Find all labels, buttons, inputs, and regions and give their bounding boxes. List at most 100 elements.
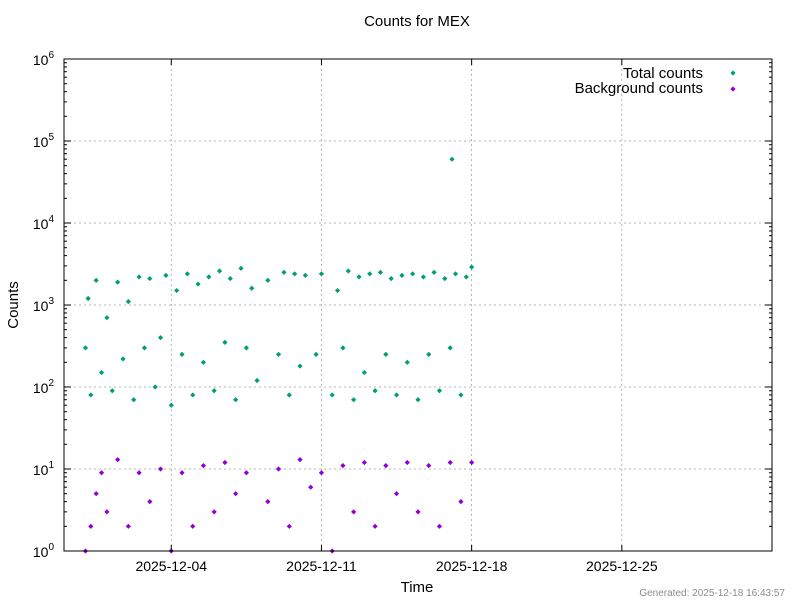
- generated-timestamp: Generated: 2025-12-18 16:43:57: [639, 588, 785, 599]
- data-point: [393, 491, 400, 497]
- data-point: [361, 369, 367, 376]
- data-point: [233, 397, 239, 403]
- data-point: [163, 272, 169, 278]
- data-point: [318, 470, 325, 476]
- data-point: [152, 384, 158, 390]
- y-tick-exponent: 6: [48, 50, 54, 61]
- x-axis-label: Time: [401, 579, 434, 596]
- data-point: [157, 466, 164, 472]
- data-point: [88, 392, 94, 398]
- y-tick-label: 105: [33, 132, 55, 150]
- data-point: [431, 269, 437, 275]
- data-point: [179, 351, 185, 357]
- y-tick-exponent: 5: [48, 132, 54, 143]
- data-point: [367, 271, 373, 277]
- data-point: [340, 463, 346, 469]
- y-tick-label: 103: [33, 296, 55, 314]
- data-point: [82, 345, 89, 351]
- data-point: [399, 272, 405, 278]
- legend-marker-background-counts: [730, 86, 736, 92]
- data-point: [404, 359, 410, 365]
- x-tick-label: 2025-12-18: [436, 558, 508, 574]
- data-point: [211, 509, 217, 515]
- data-point: [147, 499, 153, 505]
- data-point: [115, 457, 121, 463]
- data-point: [265, 277, 271, 283]
- data-point: [329, 392, 335, 398]
- data-point: [388, 275, 394, 282]
- data-point: [147, 275, 153, 282]
- chart-title: Counts for MEX: [364, 13, 470, 30]
- data-point: [115, 279, 121, 285]
- data-point: [383, 463, 389, 469]
- data-point: [372, 523, 378, 529]
- x-tick-label: 2025-12-25: [586, 558, 658, 574]
- data-point: [200, 463, 207, 469]
- data-point: [469, 459, 475, 466]
- data-point: [404, 459, 410, 466]
- data-point: [179, 470, 185, 476]
- data-point: [302, 272, 308, 278]
- data-point: [93, 491, 99, 497]
- data-point: [377, 269, 384, 275]
- data-point: [361, 459, 367, 466]
- y-tick-exponent: 1: [48, 460, 54, 471]
- data-point: [463, 274, 469, 280]
- data-point: [88, 523, 94, 529]
- data-point: [85, 295, 91, 302]
- data-points: [82, 156, 475, 554]
- data-point: [195, 281, 201, 287]
- y-tick-label: 106: [33, 50, 55, 68]
- data-point: [109, 388, 115, 394]
- y-tick-base: 10: [33, 380, 49, 396]
- data-point: [131, 397, 137, 403]
- data-point: [426, 463, 432, 469]
- grid: [64, 59, 772, 551]
- data-point: [449, 156, 455, 162]
- legend-label-background-counts: Background counts: [575, 80, 703, 97]
- y-tick-label: 101: [33, 460, 55, 478]
- data-point: [98, 470, 105, 476]
- data-point: [98, 369, 105, 376]
- data-point: [216, 268, 223, 274]
- legend-marker-total-counts: [730, 70, 736, 76]
- data-point: [308, 484, 314, 490]
- axis-ticks: 2025-12-04 2025-12-11 2025-12-18 2025-12-25…: [33, 50, 772, 574]
- data-point: [243, 345, 249, 351]
- y-tick-label: 104: [33, 214, 55, 232]
- data-point: [211, 388, 217, 394]
- data-point: [351, 509, 357, 515]
- data-point: [168, 402, 174, 408]
- data-point: [436, 523, 443, 529]
- data-point: [469, 264, 475, 270]
- data-point: [297, 457, 303, 463]
- data-point: [200, 359, 207, 365]
- data-point: [174, 287, 180, 294]
- y-tick-base: 10: [33, 134, 49, 150]
- data-point: [136, 274, 142, 280]
- x-tick-label: 2025-12-04: [135, 558, 207, 574]
- y-tick-base: 10: [33, 216, 49, 232]
- data-point: [436, 388, 443, 394]
- y-tick-base: 10: [33, 544, 49, 560]
- y-tick-exponent: 3: [48, 296, 54, 307]
- data-point: [458, 392, 464, 398]
- data-point: [275, 466, 282, 472]
- data-point: [249, 285, 255, 291]
- data-point: [297, 363, 303, 369]
- data-point: [372, 388, 378, 394]
- data-point: [157, 335, 164, 341]
- data-point: [265, 499, 271, 505]
- data-point: [104, 315, 110, 321]
- data-point: [383, 351, 389, 357]
- y-tick-exponent: 2: [48, 378, 54, 389]
- data-point: [415, 509, 421, 515]
- data-point: [206, 274, 212, 280]
- data-point: [351, 397, 357, 403]
- data-point: [286, 523, 292, 529]
- data-point: [345, 268, 351, 274]
- y-tick-exponent: 0: [48, 542, 54, 553]
- data-point: [313, 351, 319, 357]
- data-point: [292, 271, 298, 277]
